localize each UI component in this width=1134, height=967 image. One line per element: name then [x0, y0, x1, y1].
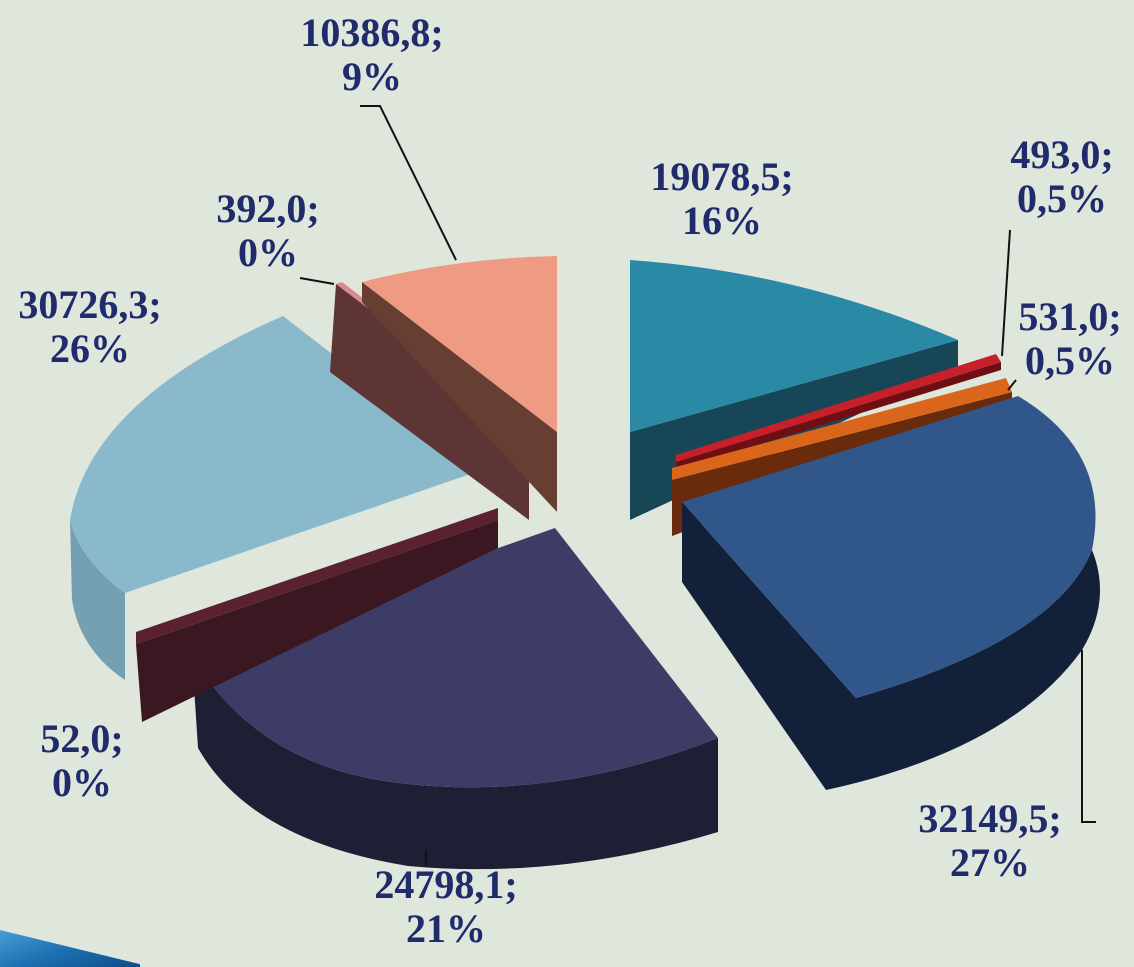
slice-side-7 — [330, 284, 529, 520]
slice-side-8 — [362, 282, 557, 512]
slice-label-1: 493,0; 0,5% — [1010, 132, 1113, 221]
slice-5 — [136, 508, 498, 644]
slice-value: 19078,5; — [650, 154, 793, 199]
slice-value: 392,0; — [216, 186, 319, 231]
slice-label-4: 24798,1; 21% — [374, 862, 517, 951]
slice-label-6: 30726,3; 26% — [18, 282, 161, 371]
slice-value: 32149,5; — [918, 796, 1061, 841]
slice-label-0: 19078,5; 16% — [650, 154, 793, 243]
slice-3 — [682, 396, 1096, 698]
slice-side-5 — [136, 520, 498, 722]
leader-line-8 — [360, 105, 457, 261]
slice-value: 52,0; — [40, 716, 123, 761]
slice-label-2: 531,0; 0,5% — [1018, 294, 1121, 383]
slice-percent: 26% — [50, 326, 130, 371]
slice-value: 24798,1; — [374, 862, 517, 907]
slice-percent: 27% — [950, 840, 1030, 885]
slice-side-3 — [682, 502, 1100, 790]
slice-4 — [192, 528, 718, 788]
slice-0 — [630, 260, 958, 432]
slice-percent: 16% — [682, 198, 762, 243]
slice-label-8: 10386,8; 9% — [300, 10, 443, 99]
leader-line-3 — [1081, 650, 1096, 823]
slice-value: 493,0; — [1010, 132, 1113, 177]
slice-percent: 9% — [342, 54, 402, 99]
slice-6 — [70, 316, 482, 593]
slice-label-7: 392,0; 0% — [216, 186, 319, 275]
slice-value: 30726,3; — [18, 282, 161, 327]
slice-percent: 0% — [238, 230, 298, 275]
leader-line-1 — [1001, 229, 1011, 357]
slice-percent: 0% — [52, 760, 112, 805]
slice-side-6 — [70, 520, 125, 680]
slice-side-1 — [676, 362, 1001, 470]
slice-label-5: 52,0; 0% — [40, 716, 123, 805]
leader-line-2 — [1007, 379, 1017, 391]
slice-value: 531,0; — [1018, 294, 1121, 339]
slice-side-4 — [192, 656, 718, 870]
slice-2 — [672, 378, 1012, 480]
leader-line-7 — [299, 277, 335, 285]
slice-percent: 21% — [406, 906, 486, 951]
slice-label-3: 32149,5; 27% — [918, 796, 1061, 885]
slice-1 — [676, 354, 1001, 462]
slice-8 — [362, 256, 557, 432]
slice-percent: 0,5% — [1017, 176, 1107, 221]
slice-value: 10386,8; — [300, 10, 443, 55]
slice-percent: 0,5% — [1025, 338, 1115, 383]
